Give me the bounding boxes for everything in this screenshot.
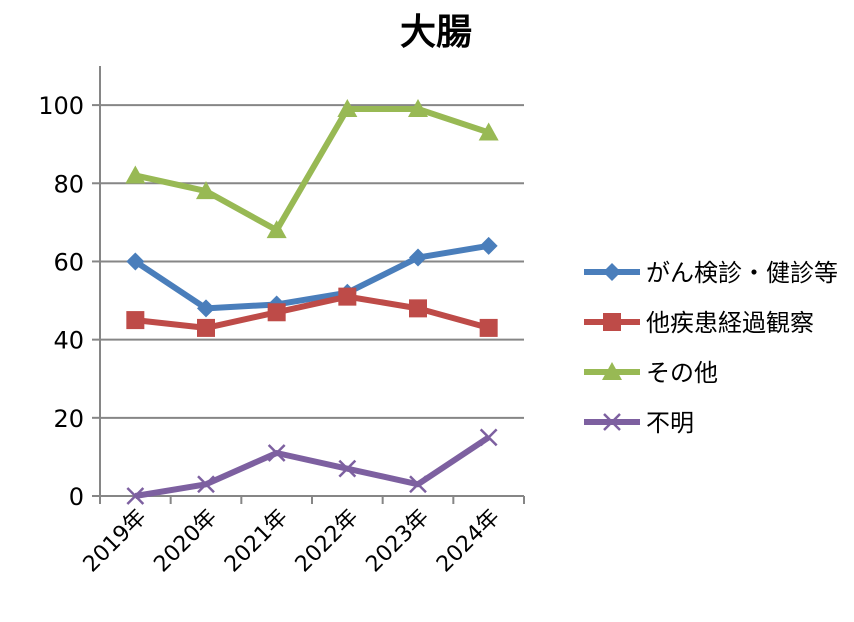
triangle-marker (125, 165, 146, 184)
x-marker-stroke (338, 459, 357, 478)
square-marker (409, 299, 427, 318)
x-marker (479, 428, 498, 447)
triangle-marker (478, 122, 499, 141)
series-3 (126, 428, 498, 505)
triangle-marker (408, 99, 428, 117)
x-marker (126, 487, 145, 505)
legend-label: 他疾患経過観察 (646, 309, 814, 337)
triangle-marker (602, 362, 622, 380)
series-1 (126, 287, 498, 337)
series-line (134, 106, 490, 234)
x-marker-stroke (197, 475, 215, 494)
diamond-marker (197, 299, 215, 318)
diamond-marker (479, 236, 498, 255)
y-tick-label: 100 (38, 92, 84, 120)
y-tick-label: 80 (53, 170, 84, 198)
x-marker (267, 444, 286, 462)
y-tick-label: 40 (53, 327, 84, 355)
x-marker-stroke (479, 428, 498, 447)
legend-item: がん検診・健診等 (584, 259, 838, 287)
triangle-marker (196, 181, 216, 200)
square-marker (126, 311, 145, 330)
chart-title: 大腸 (400, 12, 472, 53)
legend-label: 不明 (646, 409, 694, 437)
x-marker-stroke (126, 487, 145, 505)
x-marker-stroke (267, 444, 286, 462)
y-tick-label: 60 (53, 248, 84, 276)
diamond-marker (603, 263, 621, 281)
square-marker (197, 318, 215, 337)
diamond-marker (409, 248, 427, 267)
x-marker (338, 459, 357, 478)
series-line (134, 434, 491, 499)
square-marker (267, 303, 286, 322)
triangle-marker (337, 99, 358, 117)
legend-label: その他 (646, 359, 718, 387)
x-marker (409, 475, 427, 494)
x-marker-stroke (603, 413, 621, 431)
series-line (133, 242, 490, 312)
x-tick-label: 2019年 (79, 505, 152, 578)
x-tick-label: 2020年 (149, 505, 222, 578)
series-2 (125, 99, 499, 239)
x-marker (197, 475, 215, 494)
square-marker (603, 313, 621, 331)
legend-label: がん検診・健診等 (646, 259, 838, 287)
x-marker (603, 413, 621, 431)
y-tick-label: 0 (69, 483, 84, 511)
x-tick-label: 2024年 (432, 505, 505, 578)
x-tick-label: 2022年 (291, 505, 364, 578)
x-tick-label: 2021年 (220, 505, 293, 578)
series-line (135, 293, 490, 331)
legend-item: 他疾患経過観察 (584, 309, 814, 337)
x-tick-label: 2023年 (361, 505, 434, 578)
x-marker-stroke (409, 475, 427, 494)
legend-item: 不明 (584, 409, 694, 437)
triangle-marker (266, 220, 287, 239)
y-tick-label: 20 (53, 405, 84, 433)
legend-item: その他 (584, 359, 718, 387)
square-marker (338, 287, 357, 306)
diamond-marker (126, 252, 145, 271)
square-marker (479, 318, 498, 337)
